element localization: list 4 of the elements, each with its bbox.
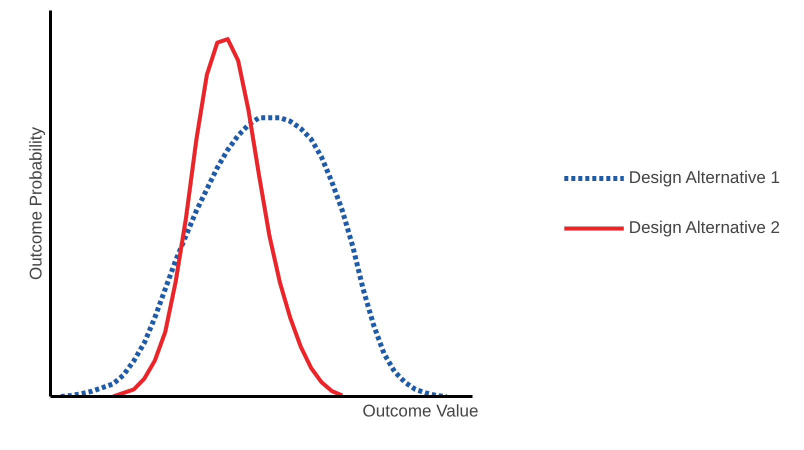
y-axis-title: Outcome Probability	[26, 126, 46, 280]
x-axis-title: Outcome Value	[362, 402, 478, 420]
legend-label: Design Alternative 2	[628, 218, 780, 238]
legend-label: Design Alternative 1	[628, 168, 780, 188]
